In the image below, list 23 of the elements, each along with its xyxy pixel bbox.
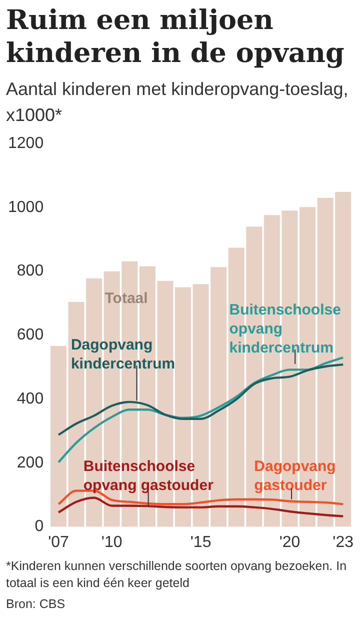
y-tick-label: 1000 [8,198,44,216]
y-tick-label: 1200 [8,135,44,152]
series-label: Totaal [104,290,148,307]
x-tick-label: '15 [190,534,212,551]
text: *Kinderen kunnen verschillende soorten opvang bezoeken. In totaal is een kind één keer geteld [6,558,348,592]
x-tick-label: '20 [279,534,300,551]
y-tick-label: 0 [34,518,44,536]
series-label: Buitenschoolse opvang kindercentrum [229,301,341,356]
x-tick-label: '10 [101,534,122,551]
line-series [57,496,344,518]
y-tick-label: 600 [16,326,44,344]
y-tick-label: 200 [16,454,44,472]
bar [50,346,66,527]
chart-title: Ruim een miljoen kinderen in de opvang [6,4,346,70]
series-label: Dagopvang gastouder [254,458,336,494]
text: Bron: CBS [6,596,66,613]
chart-subtitle: Aantal kinderen met kinderopvang-toeslag, x1000* [6,78,350,127]
x-tick-label: '23 [332,534,354,551]
text: Dagopvang kindercentrum [70,336,176,372]
y-tick-label: 800 [16,262,44,280]
x-tick-label: '07 [48,534,70,551]
series-label: Buitenschoolse opvang gastouder [83,458,214,494]
y-tick-label: 400 [16,390,44,408]
